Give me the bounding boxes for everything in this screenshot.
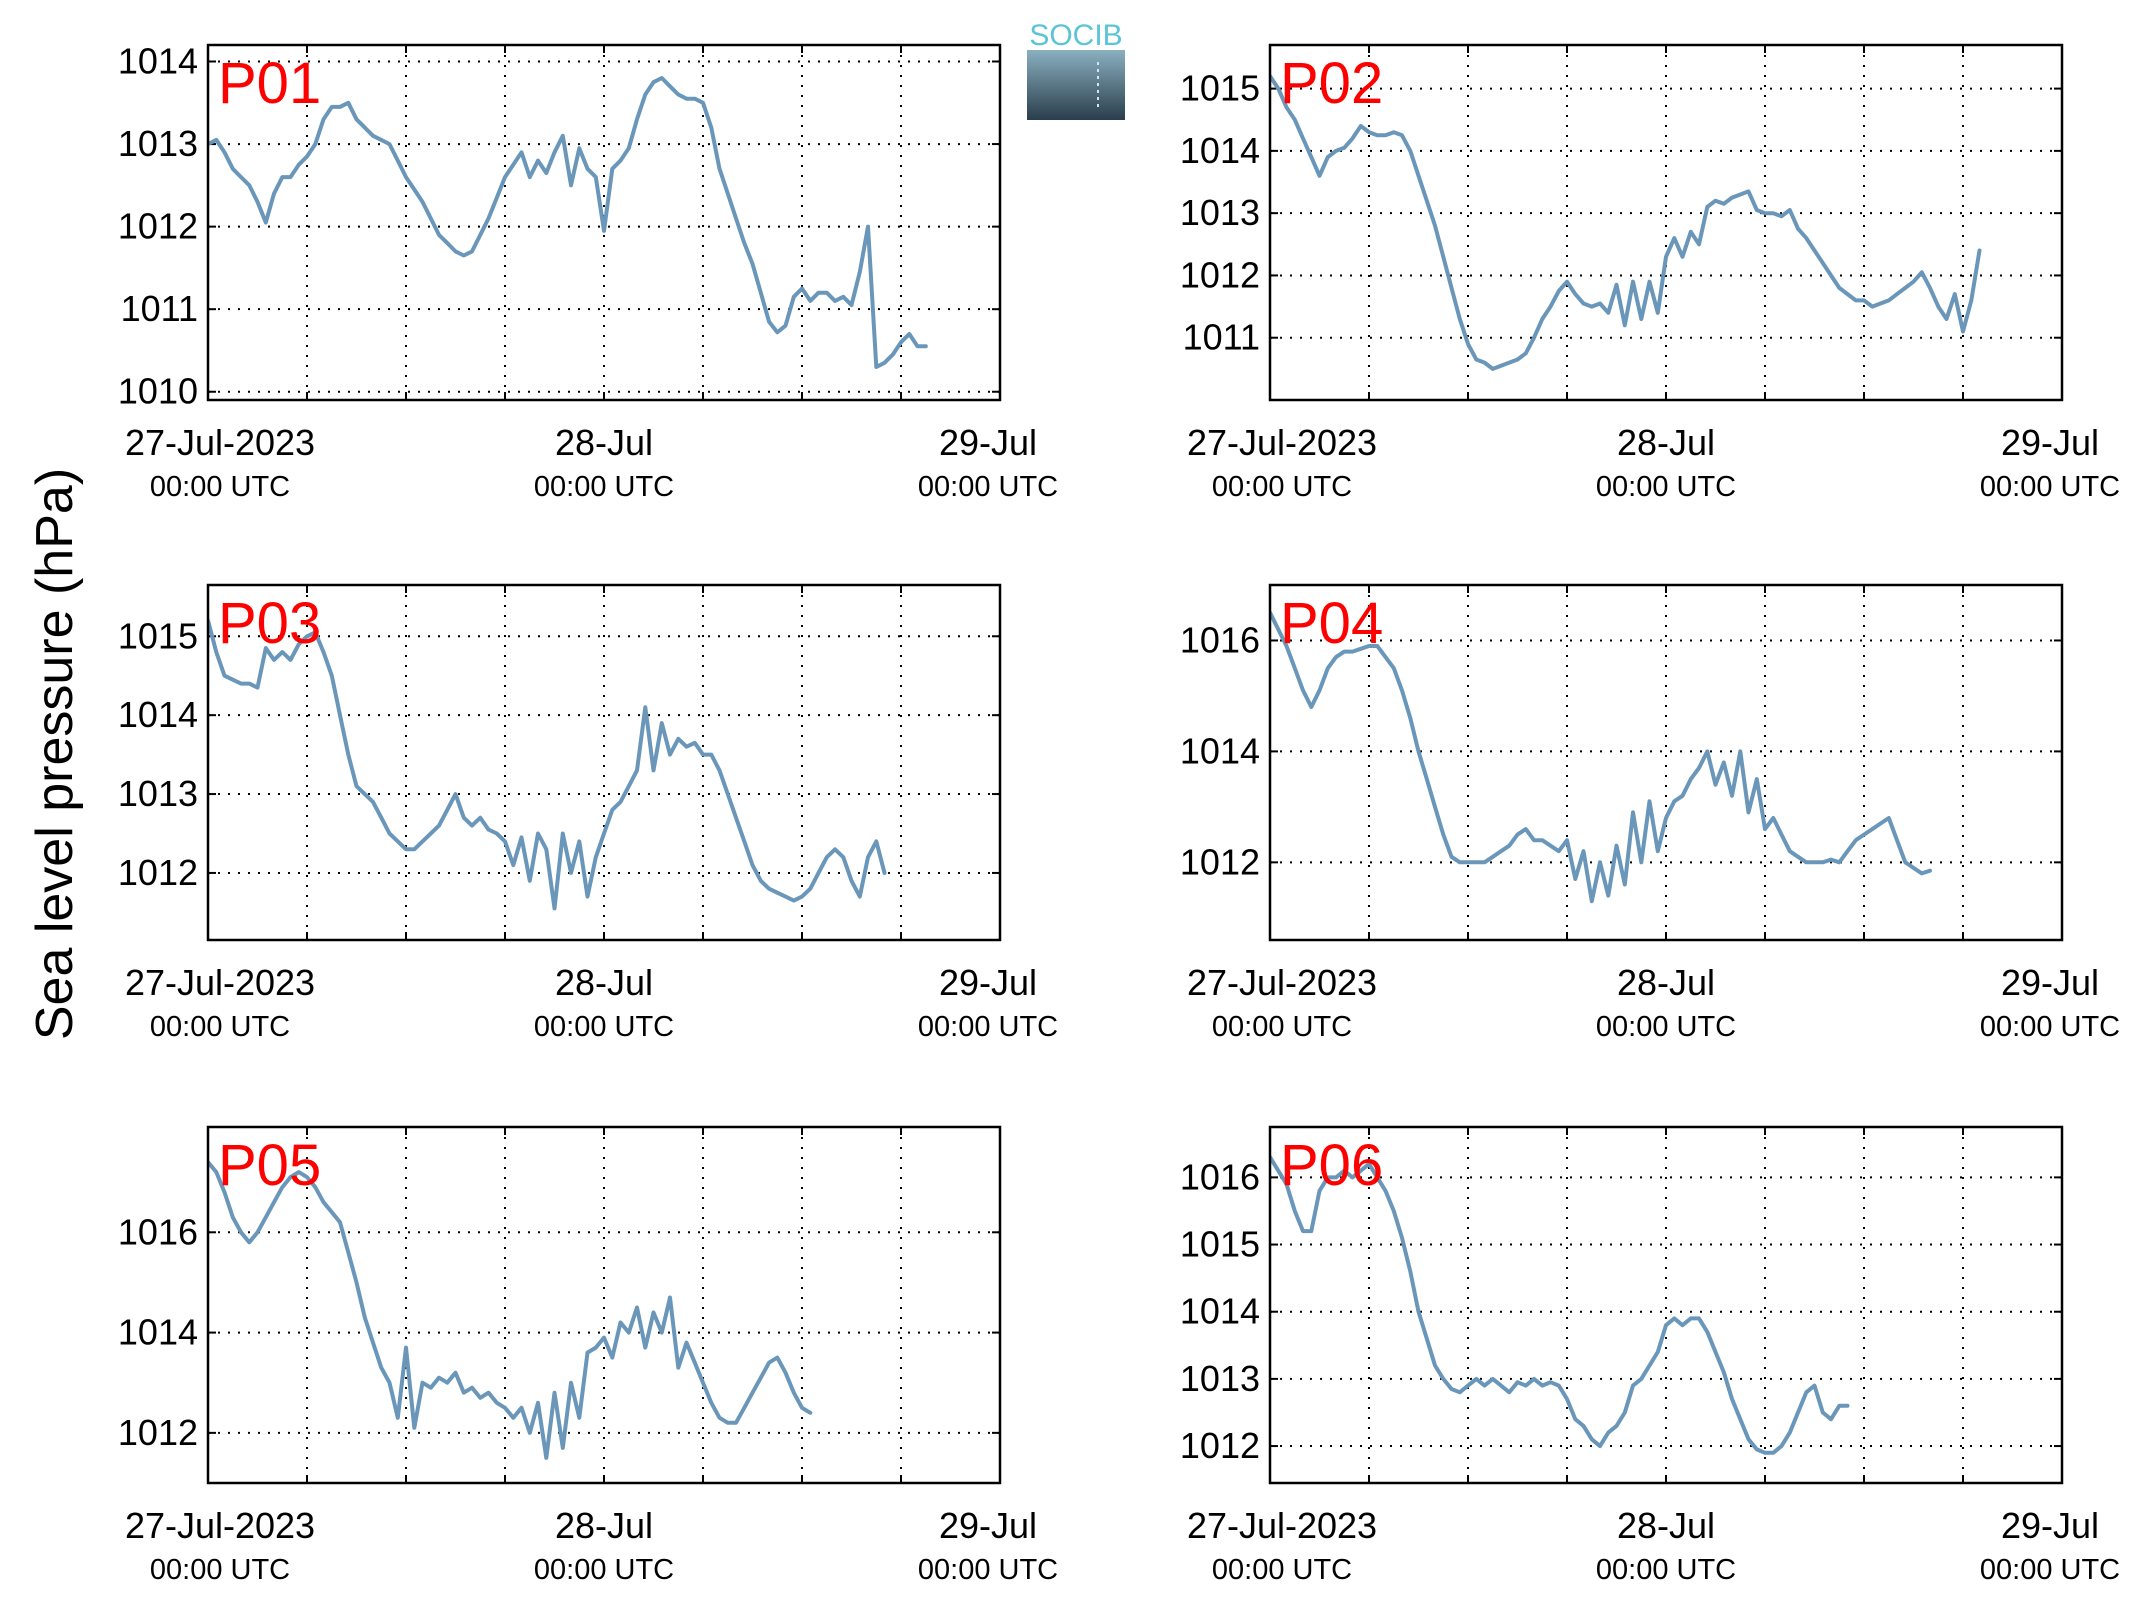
x-tick-label-date: 29-Jul bbox=[939, 962, 1037, 1003]
series-line-p02 bbox=[1270, 74, 1982, 371]
x-tick-label-time: 00:00 UTC bbox=[918, 1554, 1058, 1586]
series-line-p04 bbox=[1270, 610, 1932, 904]
series-line-p06 bbox=[1270, 1155, 1850, 1455]
plot-frame bbox=[206, 43, 1002, 402]
figure-ylabel: Sea level pressure (hPa) bbox=[26, 468, 84, 1040]
x-tick-label-date: 28-Jul bbox=[1617, 1505, 1715, 1546]
x-tick-label-time: 00:00 UTC bbox=[918, 471, 1058, 503]
x-tick-label-date: 27-Jul-2023 bbox=[125, 1505, 315, 1546]
socib-logo: SOCIB bbox=[1027, 19, 1125, 120]
y-tick-label: 1011 bbox=[121, 288, 198, 329]
panel-title: P04 bbox=[1280, 591, 1383, 656]
x-tick-label-time: 00:00 UTC bbox=[534, 1554, 674, 1586]
x-tick-label-date: 27-Jul-2023 bbox=[125, 962, 315, 1003]
panel-p04: 1012 1014 1016 27-Jul-2023 00:00 UTC 28-Jul 00… bbox=[1180, 583, 2120, 1043]
y-tick-label: 1016 bbox=[1180, 1156, 1260, 1197]
panel-p06: 1012 1013 1014 1015 1016 27-Jul-2023 00:00 UTC… bbox=[1180, 1125, 2120, 1586]
panel-title: P01 bbox=[218, 51, 321, 116]
x-tick-label-time: 00:00 UTC bbox=[1212, 1554, 1352, 1586]
y-tick-label: 1014 bbox=[118, 694, 198, 735]
y-tick-label: 1016 bbox=[118, 1211, 198, 1252]
y-tick-label: 1012 bbox=[118, 1412, 198, 1453]
x-tick-label-time: 00:00 UTC bbox=[1212, 471, 1352, 503]
x-tick-label-date: 27-Jul-2023 bbox=[1187, 1505, 1377, 1546]
y-tick-label: 1012 bbox=[1180, 254, 1260, 295]
x-tick-label-time: 00:00 UTC bbox=[150, 1011, 290, 1043]
x-tick-label-date: 29-Jul bbox=[2001, 1505, 2099, 1546]
x-tick-label-date: 28-Jul bbox=[555, 1505, 653, 1546]
panel-p01: 1010 1011 1012 1013 1014 27-Jul-2023 00:00 UTC… bbox=[118, 41, 1058, 503]
x-tick-label-time: 00:00 UTC bbox=[1212, 1011, 1352, 1043]
y-tick-label: 1014 bbox=[1180, 730, 1260, 771]
y-tick-label: 1014 bbox=[118, 1312, 198, 1353]
y-tick-label: 1014 bbox=[1180, 130, 1260, 171]
y-tick-label: 1013 bbox=[118, 123, 198, 164]
panel-title: P05 bbox=[218, 1133, 321, 1198]
x-tick-label-time: 00:00 UTC bbox=[150, 471, 290, 503]
x-tick-label-date: 28-Jul bbox=[555, 962, 653, 1003]
x-tick-label-date: 27-Jul-2023 bbox=[1187, 962, 1377, 1003]
x-tick-label-time: 00:00 UTC bbox=[1980, 1554, 2120, 1586]
y-tick-label: 1012 bbox=[1180, 841, 1260, 882]
x-tick-label-date: 27-Jul-2023 bbox=[125, 422, 315, 463]
x-tick-label-time: 00:00 UTC bbox=[534, 1011, 674, 1043]
y-tick-label: 1012 bbox=[118, 852, 198, 893]
x-tick-label-time: 00:00 UTC bbox=[1596, 1554, 1736, 1586]
panel-p02: 1011 1012 1013 1014 1015 27-Jul-2023 00:00 UTC… bbox=[1180, 43, 2120, 503]
x-tick-label-date: 29-Jul bbox=[2001, 962, 2099, 1003]
x-tick-label-date: 29-Jul bbox=[2001, 422, 2099, 463]
y-tick-label: 1012 bbox=[1180, 1425, 1260, 1466]
x-tick-label-time: 00:00 UTC bbox=[1596, 1011, 1736, 1043]
plot-frame bbox=[206, 583, 1002, 942]
panel-p03: 1012 1013 1014 1015 27-Jul-2023 00:00 UTC 28-J… bbox=[118, 583, 1058, 1043]
x-tick-label-time: 00:00 UTC bbox=[150, 1554, 290, 1586]
x-tick-label-date: 27-Jul-2023 bbox=[1187, 422, 1377, 463]
y-tick-label: 1015 bbox=[118, 615, 198, 656]
panel-title: P06 bbox=[1280, 1133, 1383, 1198]
x-tick-label-date: 28-Jul bbox=[1617, 962, 1715, 1003]
y-tick-label: 1014 bbox=[1180, 1291, 1260, 1332]
y-tick-label: 1014 bbox=[118, 41, 198, 82]
x-tick-label-time: 00:00 UTC bbox=[1596, 471, 1736, 503]
plot-frame bbox=[1268, 583, 2064, 942]
x-tick-label-date: 29-Jul bbox=[939, 1505, 1037, 1546]
x-tick-label-time: 00:00 UTC bbox=[1980, 1011, 2120, 1043]
y-tick-label: 1013 bbox=[118, 773, 198, 814]
x-tick-label-time: 00:00 UTC bbox=[918, 1011, 1058, 1043]
y-tick-label: 1012 bbox=[118, 206, 198, 247]
series-line-p05 bbox=[208, 1160, 813, 1460]
y-tick-label: 1011 bbox=[1183, 317, 1260, 358]
panel-title: P03 bbox=[218, 591, 321, 656]
y-tick-label: 1015 bbox=[1180, 68, 1260, 109]
socib-logo-block bbox=[1027, 50, 1125, 120]
x-tick-label-date: 28-Jul bbox=[555, 422, 653, 463]
socib-logo-text: SOCIB bbox=[1029, 19, 1122, 52]
y-tick-label: 1010 bbox=[118, 371, 198, 412]
y-tick-label: 1016 bbox=[1180, 619, 1260, 660]
panel-p05: 1012 1014 1016 27-Jul-2023 00:00 UTC 28-Jul 00… bbox=[118, 1125, 1058, 1586]
plot-frame bbox=[1268, 1125, 2064, 1485]
plot-frame bbox=[206, 1125, 1002, 1485]
x-tick-label-date: 29-Jul bbox=[939, 422, 1037, 463]
panel-title: P02 bbox=[1280, 51, 1383, 116]
series-line-p01 bbox=[208, 76, 928, 369]
x-tick-label-date: 28-Jul bbox=[1617, 422, 1715, 463]
x-tick-label-time: 00:00 UTC bbox=[534, 471, 674, 503]
y-tick-label: 1013 bbox=[1180, 192, 1260, 233]
panels: 1010 1011 1012 1013 1014 27-Jul-2023 00:00 UTC… bbox=[118, 41, 2120, 1586]
series-line-p03 bbox=[208, 618, 887, 911]
plot-frame bbox=[1268, 43, 2064, 402]
y-tick-label: 1013 bbox=[1180, 1358, 1260, 1399]
x-tick-label-time: 00:00 UTC bbox=[1980, 471, 2120, 503]
y-tick-label: 1015 bbox=[1180, 1224, 1260, 1265]
